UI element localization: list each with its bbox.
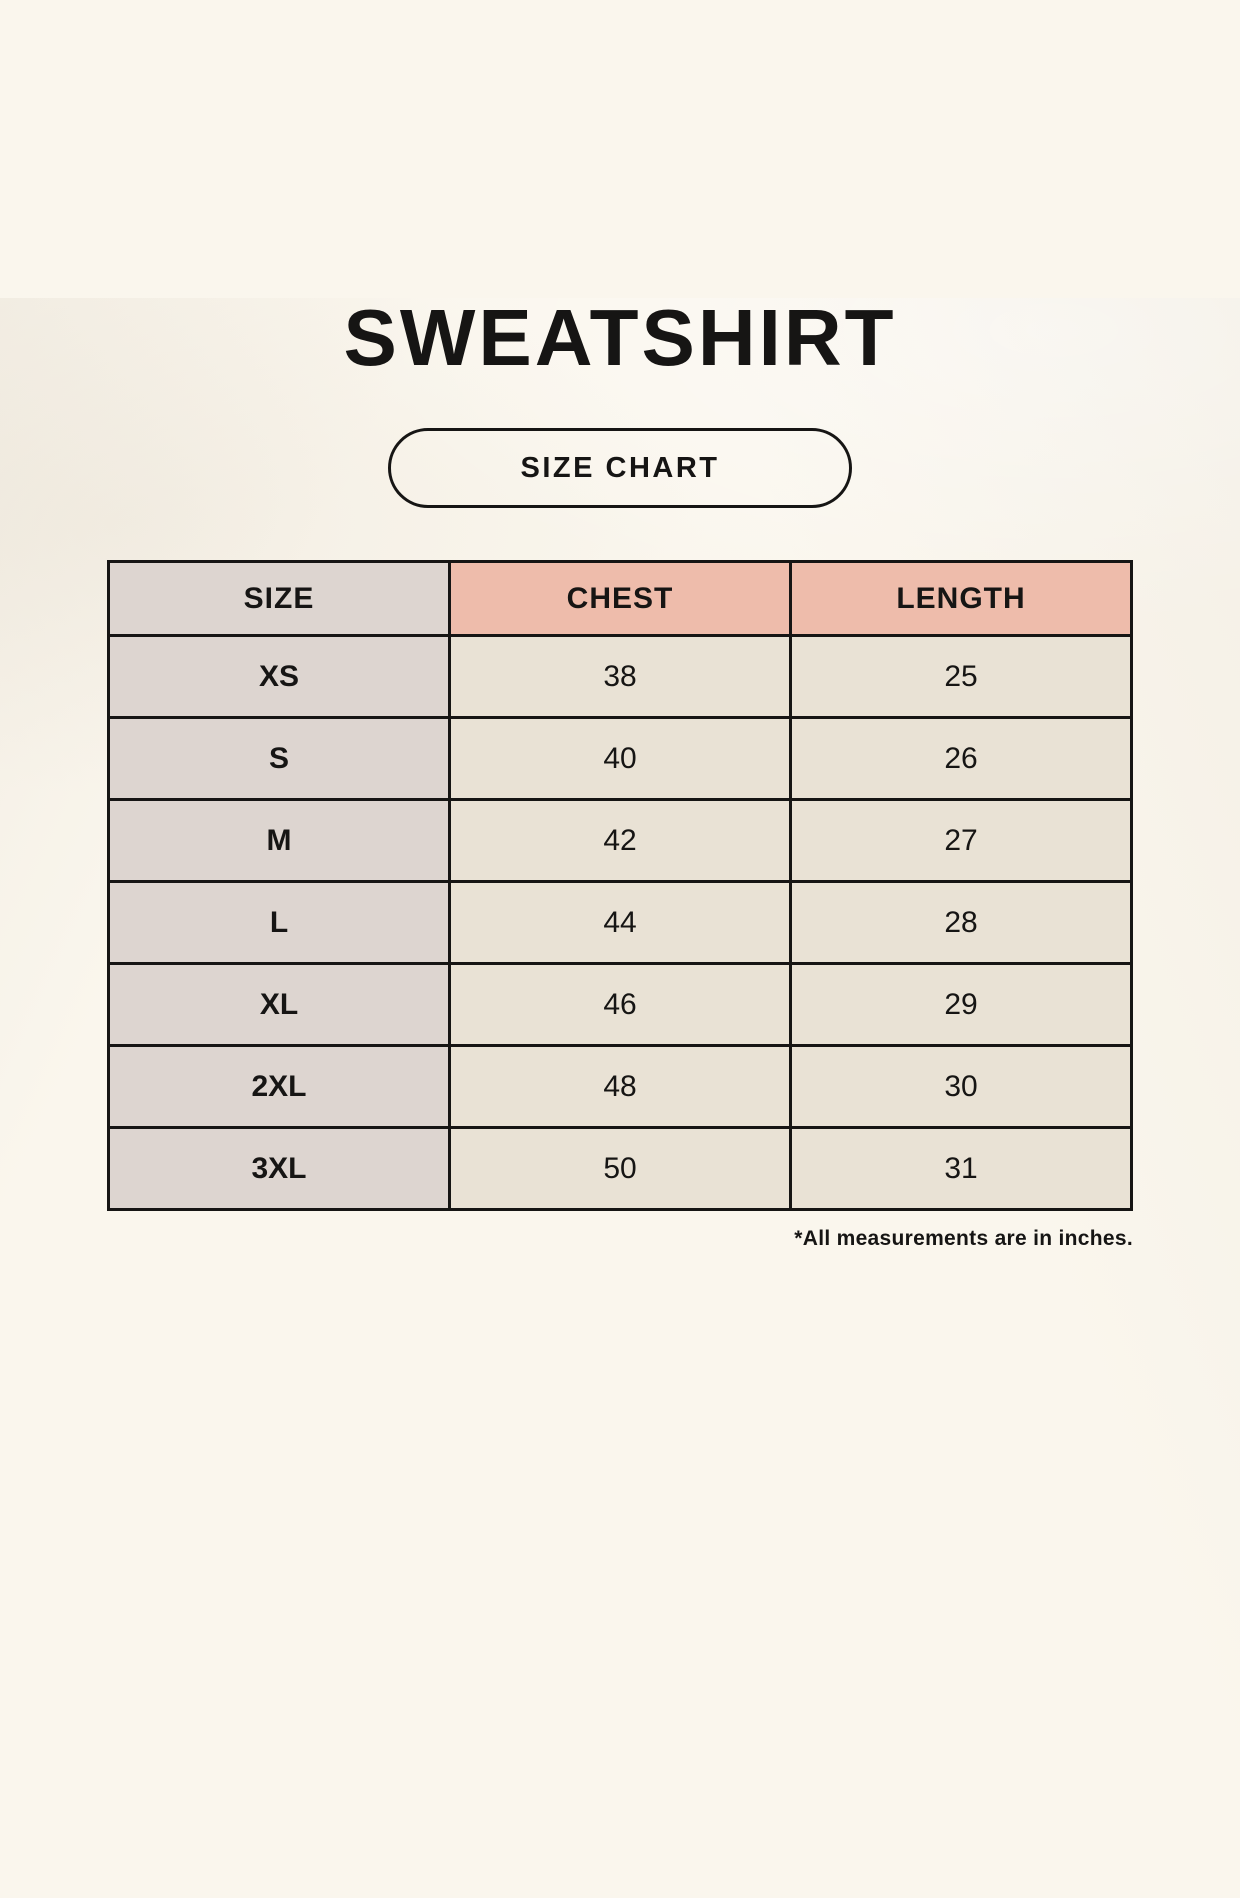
table-row: 3XL 50 31 (107, 1126, 1133, 1211)
size-label: 3XL (107, 1126, 451, 1211)
table-row: 2XL 48 30 (107, 1044, 1133, 1129)
length-value: 28 (789, 880, 1133, 965)
table-header-row: SIZE CHEST LENGTH (107, 560, 1133, 637)
length-value: 30 (789, 1044, 1133, 1129)
page: SWEATSHIRT SIZE CHART SIZE CHEST LENGTH … (0, 298, 1240, 1251)
size-label: XS (107, 634, 451, 719)
length-value: 29 (789, 962, 1133, 1047)
length-value: 26 (789, 716, 1133, 801)
length-value: 27 (789, 798, 1133, 883)
header-chest: CHEST (448, 560, 792, 637)
chest-value: 42 (448, 798, 792, 883)
header-length: LENGTH (789, 560, 1133, 637)
measurements-footnote: *All measurements are in inches. (794, 1227, 1133, 1250)
chest-value: 46 (448, 962, 792, 1047)
chest-value: 38 (448, 634, 792, 719)
table-row: XL 46 29 (107, 962, 1133, 1047)
header-size: SIZE (107, 560, 451, 637)
chest-value: 50 (448, 1126, 792, 1211)
size-label: 2XL (107, 1044, 451, 1129)
chest-value: 44 (448, 880, 792, 965)
chest-value: 48 (448, 1044, 792, 1129)
length-value: 25 (789, 634, 1133, 719)
size-label: S (107, 716, 451, 801)
table-row: S 40 26 (107, 716, 1133, 801)
size-label: M (107, 798, 451, 883)
size-label: L (107, 880, 451, 965)
size-table: SIZE CHEST LENGTH XS 38 25 S 40 26 M (107, 560, 1133, 1211)
table-row: M 42 27 (107, 798, 1133, 883)
length-value: 31 (789, 1126, 1133, 1211)
table-row: L 44 28 (107, 880, 1133, 965)
table-row: XS 38 25 (107, 634, 1133, 719)
size-chart-badge: SIZE CHART (388, 428, 852, 508)
size-table-container: SIZE CHEST LENGTH XS 38 25 S 40 26 M (107, 560, 1133, 1211)
size-label: XL (107, 962, 451, 1047)
chest-value: 40 (448, 716, 792, 801)
size-chart-badge-label: SIZE CHART (520, 451, 720, 484)
page-title: SWEATSHIRT (343, 293, 897, 382)
